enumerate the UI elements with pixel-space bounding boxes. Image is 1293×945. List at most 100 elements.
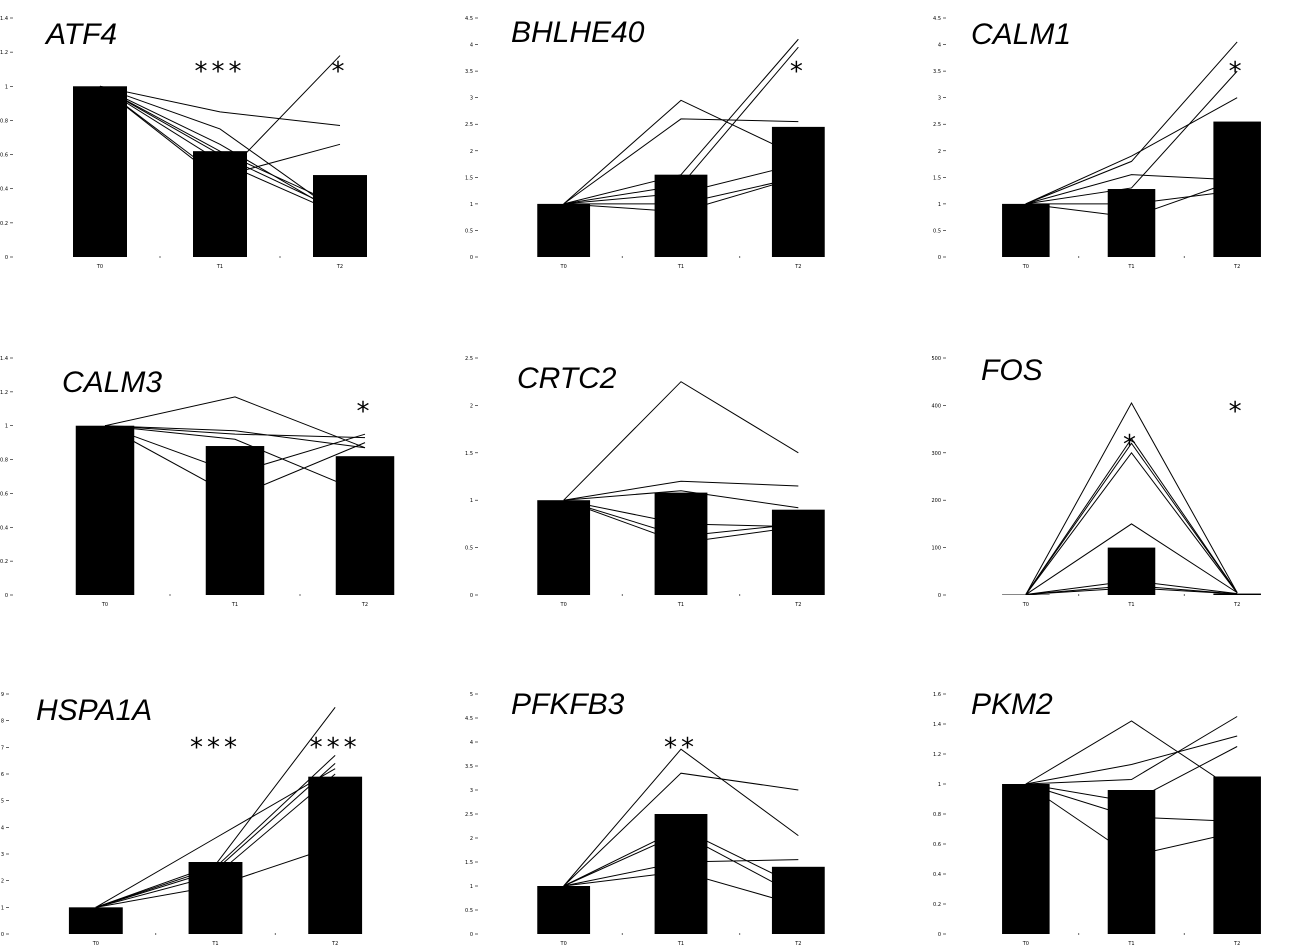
subject-line-4 (563, 499, 799, 528)
x-tick-label: T1 (211, 941, 218, 945)
y-tick-label: 0.2 (933, 902, 941, 908)
y-tick-label: 1 (470, 884, 473, 890)
subject-line-3 (1025, 174, 1238, 205)
y-tick-label: 1.5 (465, 860, 473, 866)
x-tick-label: T1 (1127, 941, 1134, 945)
y-tick-label: 1 (938, 202, 941, 208)
y-tick-label: 1.4 (0, 356, 8, 362)
y-tick-label: 2 (1, 879, 4, 885)
y-tick-label: 1.5 (933, 175, 941, 181)
bar-t0 (537, 500, 591, 595)
y-tick-label: 1 (470, 202, 473, 208)
bar-t1 (654, 174, 708, 257)
y-tick-label: 1.2 (0, 390, 8, 396)
subject-line-6 (563, 871, 799, 906)
y-tick-label: 1.4 (933, 722, 941, 728)
x-tick-label: T0 (560, 602, 567, 608)
panel-bhlhe40: 0 0.5 1 1.5 2 2.5 3 3.5 4 4.5 T0 T1 T2 * BHLHE40 (465, 16, 825, 270)
bar-t0 (73, 86, 127, 258)
x-separator-dot (279, 256, 281, 258)
y-tick-label: 3.5 (465, 69, 473, 75)
subject-line-3 (563, 490, 799, 509)
y-tick-label: 4 (938, 43, 941, 49)
panel-atf4: 00.20.40.60.811.21.4T0 T1 T2*** *ATF4 (0, 16, 367, 270)
y-tick-label: 0.5 (465, 546, 473, 552)
y-tick-label: 9 (1, 692, 4, 698)
x-separator-dot (1078, 256, 1080, 258)
x-separator-dot (621, 594, 623, 596)
x-tick-label: T0 (560, 264, 567, 270)
subject-line-2 (99, 85, 341, 215)
subject-line-6 (104, 425, 366, 498)
y-tick-label: 3.5 (465, 764, 473, 770)
x-tick-label: T2 (794, 941, 801, 945)
subject-line-4 (563, 46, 799, 205)
bar-t1 (1107, 790, 1156, 934)
bar-t2 (771, 126, 825, 257)
y-tick-label: 0 (938, 255, 941, 261)
y-tick-label: 0.8 (933, 812, 941, 818)
y-tick-label: 4 (470, 740, 473, 746)
bar-t2 (1213, 776, 1261, 934)
y-tick-label: 7 (1, 745, 4, 751)
y-tick-label: 0.2 (0, 221, 8, 227)
y-tick-label: 1.5 (465, 451, 473, 457)
x-tick-label: T0 (96, 264, 103, 270)
y-tick-label: 8 (1, 719, 4, 725)
bar-t0 (537, 203, 591, 257)
x-tick-label: T2 (794, 264, 801, 270)
y-tick-label: 2.5 (465, 812, 473, 818)
y-tick-label: 4.5 (465, 716, 473, 722)
y-tick-label: 1 (1, 905, 4, 911)
y-tick-label: 4.5 (465, 16, 473, 22)
panel-calm1: 0 0.5 1 1.5 2 2.5 3 3.5 4 4.5 T0 T1 T2 * CALM1 (933, 16, 1261, 270)
y-tick-label: 3 (470, 96, 473, 102)
subject-line-4 (1025, 746, 1238, 803)
y-tick-label: 3 (470, 788, 473, 794)
subject-line-4 (99, 85, 341, 207)
subject-line-1 (563, 381, 799, 501)
x-tick-label: T1 (1127, 602, 1134, 608)
y-tick-label: 2 (470, 836, 473, 842)
bar-t2 (1213, 121, 1261, 257)
y-tick-label: 0 (5, 593, 8, 599)
subject-line-8 (99, 55, 341, 181)
significance-marker: * (357, 397, 374, 427)
x-separator-dot (739, 594, 741, 596)
subject-line-4 (563, 832, 799, 897)
subject-line-6 (99, 85, 341, 215)
subject-line-2 (1025, 437, 1238, 595)
bar-t0 (1002, 784, 1050, 934)
subject-line-6 (563, 176, 799, 213)
y-tick-label: 5 (1, 799, 4, 805)
subject-line-3 (99, 85, 341, 215)
gene-title: ATF4 (44, 18, 117, 51)
y-tick-label: 3 (1, 852, 4, 858)
x-tick-label: T2 (1233, 941, 1240, 945)
y-tick-label: 2.5 (465, 356, 473, 362)
y-tick-label: 0.5 (465, 228, 473, 234)
y-tick-label: 0.5 (465, 908, 473, 914)
x-tick-label: T2 (794, 602, 801, 608)
x-tick-label: T2 (361, 602, 368, 608)
subject-line-2 (1025, 41, 1238, 205)
bar-t1 (193, 151, 247, 257)
gene-title: PFKFB3 (511, 688, 625, 721)
subject-line-5 (563, 163, 799, 205)
x-separator-dot (299, 594, 301, 596)
bar-t1 (654, 492, 708, 595)
y-tick-label: 2.5 (933, 122, 941, 128)
y-tick-label: 1.2 (933, 752, 941, 758)
bar-t2 (1213, 593, 1261, 595)
subject-line-2 (563, 118, 799, 205)
subject-line-4 (1025, 70, 1238, 205)
x-tick-label: T1 (231, 602, 238, 608)
bar-t2 (313, 175, 367, 257)
x-tick-label: T0 (560, 941, 567, 945)
y-tick-label: 300 (931, 451, 941, 457)
y-tick-label: 0.2 (0, 559, 8, 565)
subject-line-5 (99, 85, 341, 212)
y-tick-label: 0.6 (0, 491, 8, 497)
subject-line-6 (1025, 179, 1238, 218)
